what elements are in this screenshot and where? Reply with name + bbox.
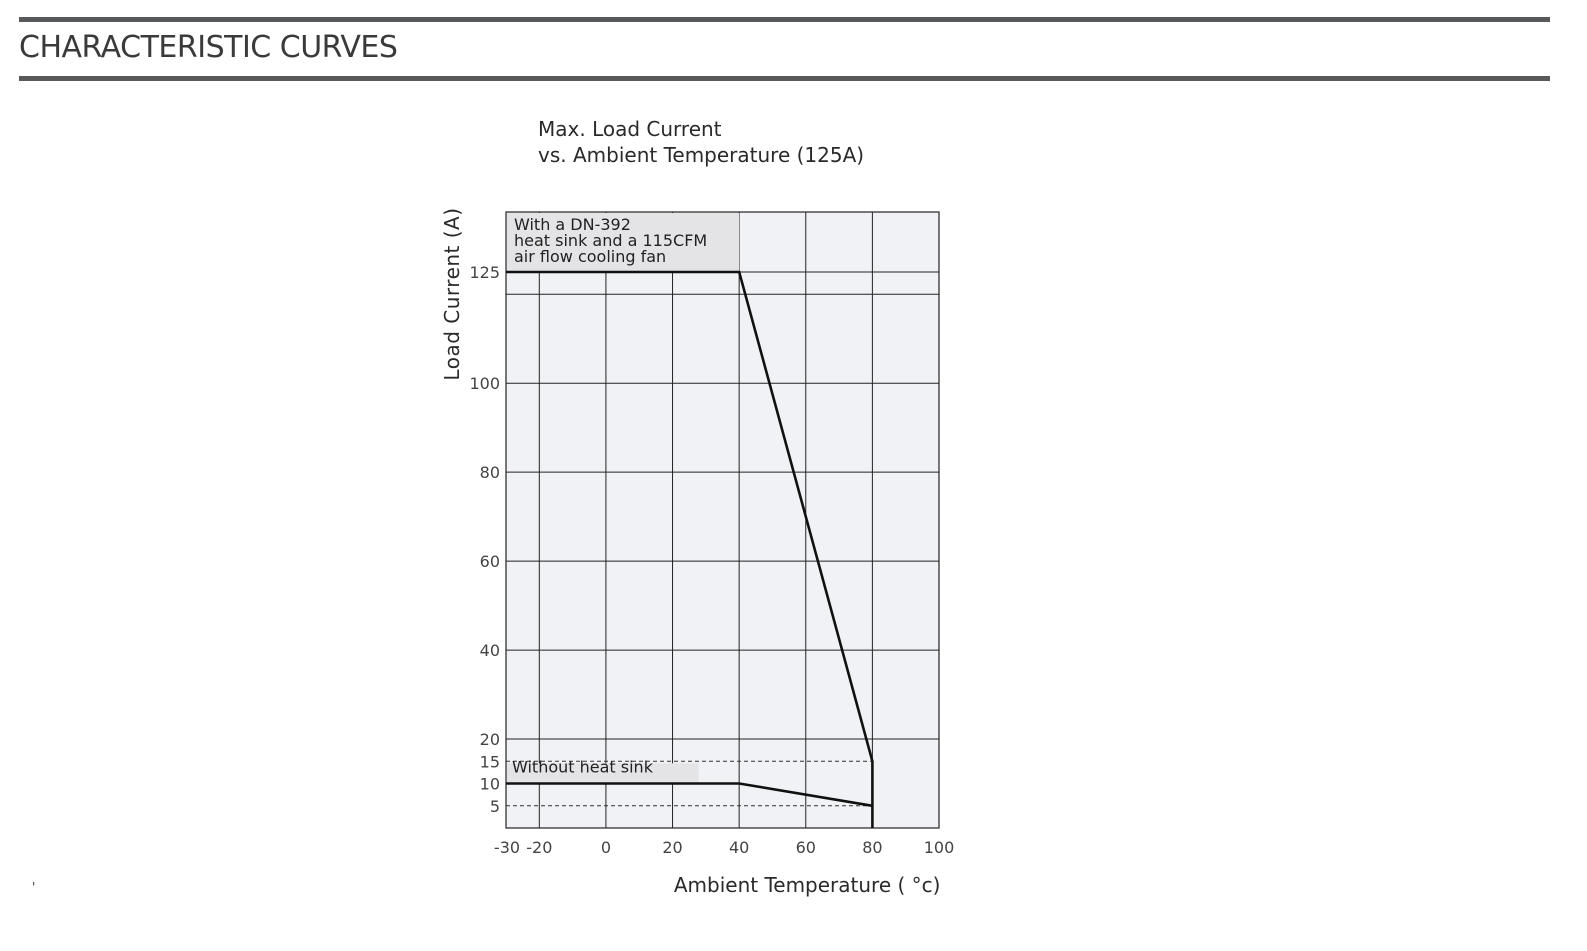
series-label-with-heatsink: With a DN-392: [514, 215, 631, 234]
series-label-box-without-heatsink: [507, 763, 699, 783]
x-tick-label: 80: [862, 838, 882, 857]
chart-title-line-2: vs. Ambient Temperature (125A): [538, 143, 865, 167]
series-label-box-with-heatsink: [507, 213, 740, 272]
series-label-with-heatsink: air flow cooling fan: [514, 247, 666, 266]
y-tick-label: 80: [480, 463, 500, 482]
y-axis-label: Load Current (A): [440, 207, 464, 380]
y-tick-label: 20: [480, 730, 500, 749]
x-tick-label: -20: [526, 838, 552, 857]
y-tick-label: 40: [480, 641, 500, 660]
y-tick-label: 60: [480, 552, 500, 571]
x-axis-label: Ambient Temperature ( °c): [674, 873, 941, 897]
y-tick-label: 15: [480, 752, 500, 771]
chart-title: Max. Load Current vs. Ambient Temperatur…: [538, 116, 864, 168]
x-tick-label: 20: [662, 838, 682, 857]
series-line-without-heatsink: [506, 782, 873, 808]
plot-border: [505, 211, 940, 829]
y-tick-label: 10: [480, 775, 500, 794]
stray-mark: ': [32, 880, 36, 894]
x-tick-label: 60: [796, 838, 816, 857]
header-bottom-rule: [19, 76, 1550, 81]
x-tick-label: 100: [924, 838, 955, 857]
x-tick-label: -30: [494, 838, 520, 857]
x-tick-label: 40: [729, 838, 749, 857]
series-line-with-heatsink: [506, 270, 874, 828]
header-top-rule: [19, 17, 1550, 22]
plot-background: [506, 212, 939, 828]
series-label-without-heatsink: Without heat sink: [512, 758, 654, 777]
y-tick-label: 5: [490, 797, 500, 816]
series-label-with-heatsink: heat sink and a 115CFM: [514, 231, 707, 250]
x-tick-label: 0: [601, 838, 611, 857]
chart-title-line-1: Max. Load Current: [538, 117, 722, 141]
section-title: CHARACTERISTIC CURVES: [19, 30, 398, 65]
y-tick-label: 100: [469, 374, 500, 393]
y-tick-label: 125: [469, 263, 500, 282]
